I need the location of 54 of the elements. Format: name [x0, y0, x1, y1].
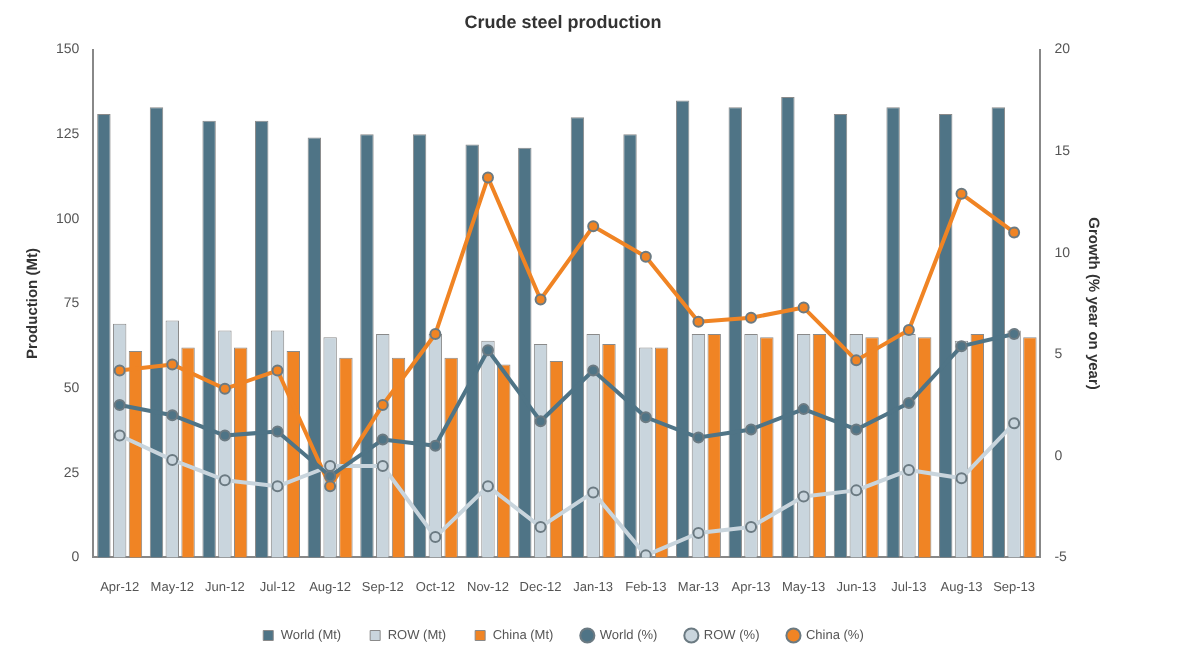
point: [902, 464, 915, 477]
point: [639, 411, 652, 424]
point: [113, 429, 126, 442]
point: [271, 364, 284, 377]
point: [324, 460, 337, 472]
point: [745, 520, 758, 533]
point: [955, 340, 968, 353]
point: [218, 429, 231, 442]
point: [113, 364, 126, 377]
point: [745, 423, 758, 436]
point: [166, 358, 179, 371]
point: [745, 311, 758, 324]
point: [376, 433, 389, 446]
point: [324, 470, 337, 483]
point: [692, 431, 705, 444]
point: [587, 486, 600, 499]
point: [218, 382, 231, 395]
point: [692, 527, 705, 540]
point: [1008, 327, 1021, 340]
point: [534, 293, 547, 306]
point: [955, 187, 968, 200]
point: [481, 344, 494, 357]
point: [1008, 417, 1021, 430]
point: [376, 399, 389, 412]
point: [1008, 226, 1021, 239]
point: [534, 520, 547, 533]
point: [587, 220, 600, 233]
point: [166, 453, 179, 466]
point: [113, 399, 126, 412]
point: [797, 490, 810, 503]
point: [955, 472, 968, 485]
point: [797, 301, 810, 314]
point: [481, 480, 494, 493]
point: [534, 415, 547, 428]
point: [587, 364, 600, 377]
point: [902, 323, 915, 336]
point: [324, 480, 337, 493]
point: [692, 315, 705, 328]
point: [429, 531, 442, 544]
point: [797, 403, 810, 416]
point: [850, 354, 863, 367]
point: [271, 480, 284, 493]
point: [850, 484, 863, 497]
chart-title: Crude steel production: [464, 11, 662, 32]
point: [639, 250, 652, 263]
point: [166, 409, 179, 422]
point: [218, 474, 231, 487]
point: [376, 460, 389, 472]
point: [902, 397, 915, 410]
point: [429, 439, 442, 452]
point: [850, 423, 863, 436]
point: [481, 171, 494, 184]
point: [429, 327, 442, 340]
point: [271, 425, 284, 438]
